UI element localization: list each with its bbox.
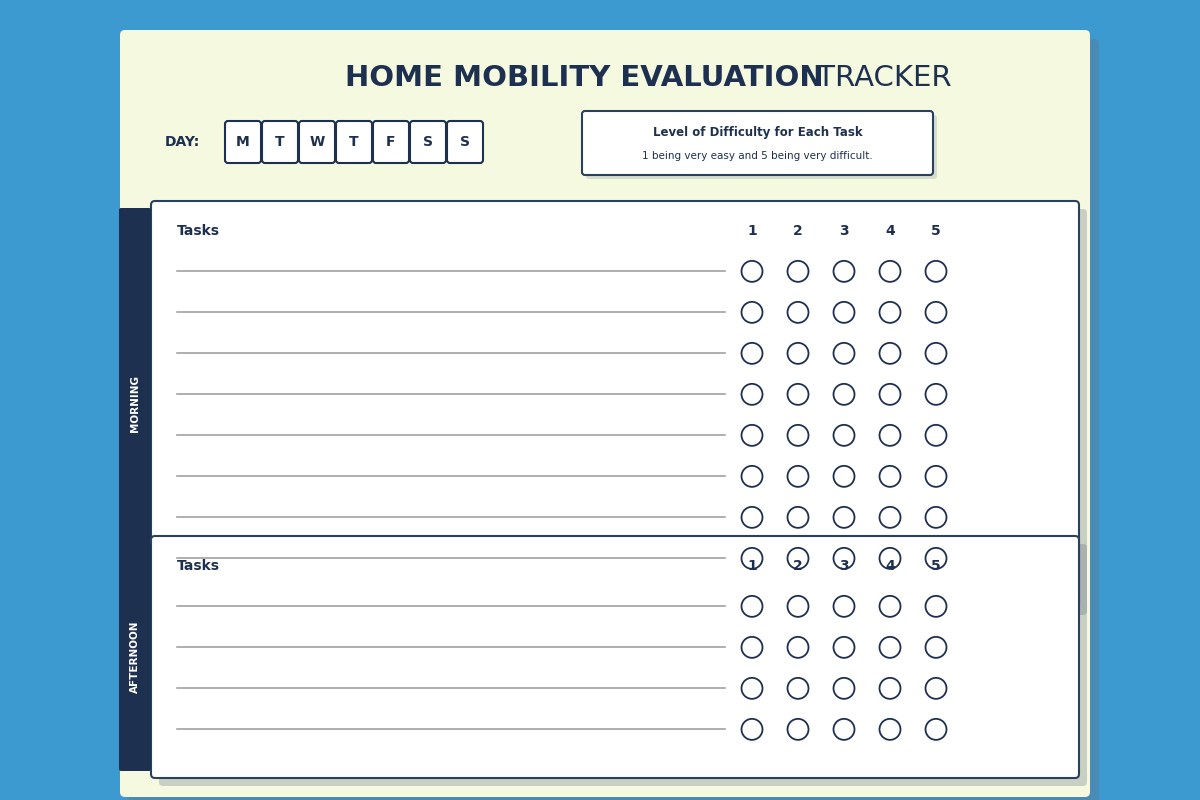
FancyBboxPatch shape	[158, 544, 1087, 786]
FancyBboxPatch shape	[151, 201, 1079, 607]
FancyBboxPatch shape	[119, 543, 151, 771]
FancyBboxPatch shape	[446, 121, 482, 163]
Text: 4: 4	[886, 559, 895, 573]
Text: 1: 1	[748, 224, 757, 238]
FancyBboxPatch shape	[582, 111, 934, 175]
Text: M: M	[236, 135, 250, 149]
Text: S: S	[424, 135, 433, 149]
Text: 2: 2	[793, 559, 803, 573]
Text: T: T	[349, 135, 359, 149]
Text: MORNING: MORNING	[130, 375, 140, 433]
Text: 5: 5	[931, 224, 941, 238]
Text: 3: 3	[839, 559, 848, 573]
Text: W: W	[310, 135, 325, 149]
Text: 4: 4	[886, 224, 895, 238]
Text: 1 being very easy and 5 being very difficult.: 1 being very easy and 5 being very diffi…	[642, 150, 872, 161]
Text: Tasks: Tasks	[178, 559, 220, 573]
Text: AFTERNOON: AFTERNOON	[130, 621, 140, 694]
FancyBboxPatch shape	[158, 209, 1087, 615]
Text: 1: 1	[748, 559, 757, 573]
Text: S: S	[460, 135, 470, 149]
Text: Level of Difficulty for Each Task: Level of Difficulty for Each Task	[653, 126, 863, 139]
FancyBboxPatch shape	[586, 115, 937, 179]
FancyBboxPatch shape	[262, 121, 298, 163]
FancyBboxPatch shape	[119, 208, 151, 600]
Text: HOME MOBILITY EVALUATION: HOME MOBILITY EVALUATION	[346, 64, 823, 92]
Text: 2: 2	[793, 224, 803, 238]
FancyBboxPatch shape	[410, 121, 446, 163]
FancyBboxPatch shape	[151, 536, 1079, 778]
Text: 5: 5	[931, 559, 941, 573]
FancyBboxPatch shape	[299, 121, 335, 163]
FancyBboxPatch shape	[336, 121, 372, 163]
FancyBboxPatch shape	[130, 39, 1099, 800]
FancyBboxPatch shape	[120, 30, 1090, 797]
Text: T: T	[275, 135, 284, 149]
Text: F: F	[386, 135, 396, 149]
FancyBboxPatch shape	[226, 121, 262, 163]
FancyBboxPatch shape	[373, 121, 409, 163]
Text: Tasks: Tasks	[178, 224, 220, 238]
Text: DAY:: DAY:	[166, 135, 200, 149]
Text: TRACKER: TRACKER	[808, 64, 952, 92]
Text: 3: 3	[839, 224, 848, 238]
